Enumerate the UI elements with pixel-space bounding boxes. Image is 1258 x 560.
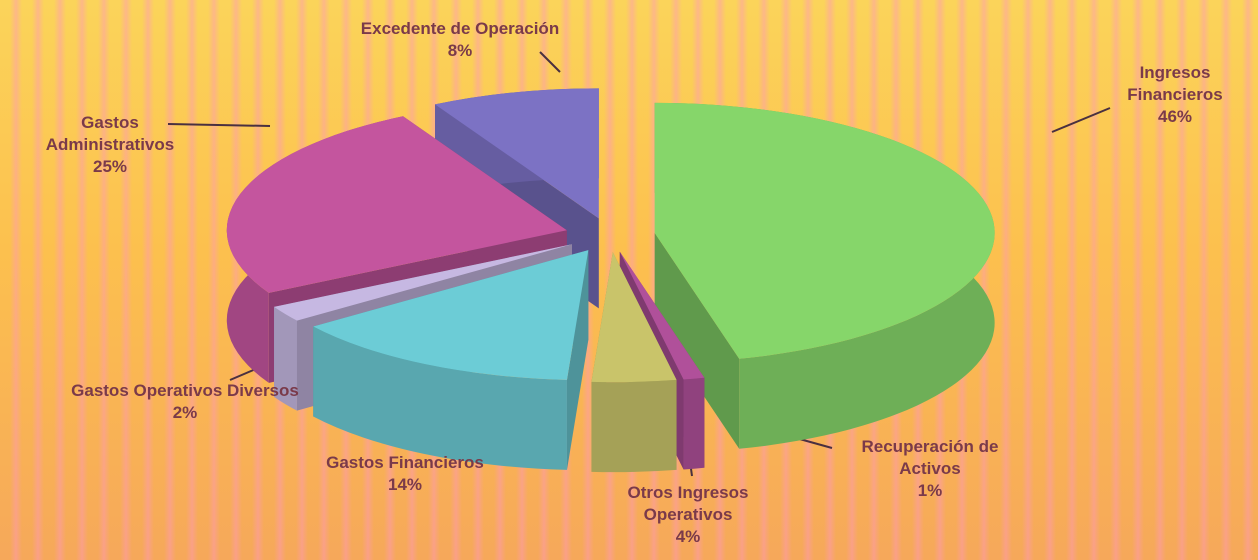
slice-wall: [591, 379, 677, 473]
slice: [313, 250, 589, 380]
category-name: Excedente de Operación: [360, 19, 560, 38]
value-label: 8%: [447, 41, 473, 60]
category-name: Gastos Operativos Diversos: [71, 381, 299, 400]
slice-label: Recuperación de Activos 1%: [830, 436, 1030, 502]
slice: [591, 252, 677, 383]
slice: [654, 102, 995, 359]
slice-label: Excedente de Operación 8%: [300, 18, 620, 62]
slice: [274, 244, 573, 321]
leader-line: [1051, 107, 1111, 133]
value-label: 1%: [917, 481, 943, 500]
slice-label: Ingresos Financieros 46%: [1110, 62, 1240, 128]
slice-label: Gastos Financieros 14%: [320, 452, 490, 496]
slice-wall: [274, 306, 297, 411]
slice-wall: [683, 377, 705, 470]
value-label: 46%: [1157, 107, 1193, 126]
slice: [435, 88, 599, 219]
slice-wall: [313, 326, 567, 470]
category-name: Otros Ingresos Operativos: [627, 483, 749, 524]
value-label: 2%: [172, 403, 198, 422]
slice-label: Otros Ingresos Operativos 4%: [598, 482, 778, 548]
slice: [226, 116, 567, 293]
category-name: Gastos Administrativos: [45, 113, 175, 154]
value-label: 14%: [387, 475, 423, 494]
leader-line: [167, 123, 271, 127]
value-label: 25%: [92, 157, 128, 176]
slice-label: Gastos Operativos Diversos 2%: [70, 380, 300, 424]
leader-line: [539, 51, 561, 73]
slice-label: Gastos Administrativos 25%: [20, 112, 200, 178]
value-label: 4%: [675, 527, 701, 546]
slice-side: [654, 232, 740, 449]
slice: [619, 251, 705, 380]
category-name: Recuperación de Activos: [861, 437, 999, 478]
category-name: Ingresos Financieros: [1127, 63, 1223, 104]
category-name: Gastos Financieros: [326, 453, 484, 472]
